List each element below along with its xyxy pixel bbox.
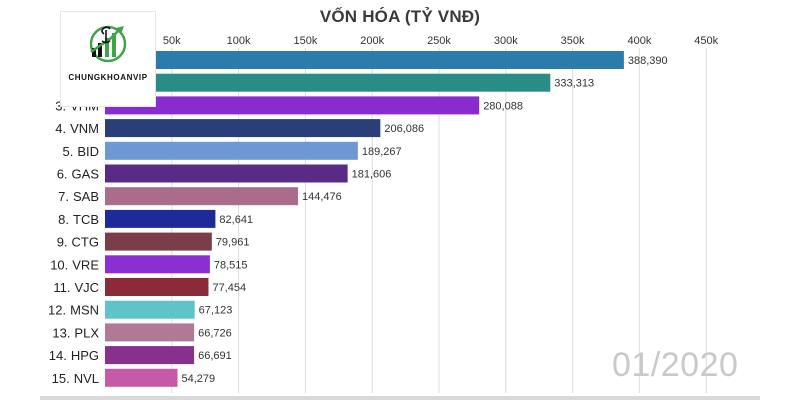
x-tick-label: 400k: [627, 35, 651, 47]
ticker-label: CTG: [72, 235, 99, 250]
value-label: 54,279: [182, 373, 216, 385]
bar-MSN: [105, 300, 195, 319]
rank-label: 9.: [57, 235, 68, 250]
x-tick-label: 100k: [227, 35, 251, 47]
bar-PLX: [105, 323, 195, 342]
category-label: 14. HPG: [49, 348, 99, 363]
rank-label: 10.: [50, 257, 68, 272]
value-label: 181,606: [352, 169, 392, 181]
ticker-label: HPG: [71, 348, 99, 363]
rank-label: 7.: [58, 189, 69, 204]
ticker-label: VNM: [70, 121, 99, 136]
rank-label: 6.: [57, 167, 68, 182]
ticker-label: VJC: [74, 280, 99, 295]
category-label: 12. MSN: [48, 303, 99, 318]
logo-text: CHUNGKHOANVIP: [68, 73, 148, 82]
bar-TCB: [105, 209, 216, 228]
bar-HPG: [105, 346, 195, 365]
rank-label: 12.: [48, 303, 66, 318]
bar-VNM: [105, 119, 381, 138]
rank-label: 8.: [58, 212, 69, 227]
ticker-label: BID: [77, 144, 99, 159]
frame-left-margin: [0, 0, 40, 400]
value-label: 67,123: [199, 305, 233, 317]
category-label: 6. GAS: [57, 167, 100, 182]
bar-GAS: [105, 164, 348, 183]
bar-VRE: [105, 255, 210, 274]
ticker-label: NVL: [74, 371, 99, 386]
period-label: 01/2020: [612, 346, 739, 384]
value-label: 280,088: [483, 100, 523, 112]
value-label: 189,267: [362, 146, 402, 158]
bar-VJC: [105, 278, 209, 296]
bar-NVL: [105, 368, 178, 387]
ticker-label: MSN: [70, 303, 99, 318]
rank-label: 5.: [62, 144, 73, 159]
bar-rank-2: [105, 73, 551, 92]
x-tick-label: 150k: [293, 35, 317, 47]
value-label: 79,961: [216, 237, 250, 249]
value-label: 206,086: [384, 123, 424, 135]
ticker-label: VRE: [72, 257, 99, 272]
category-label: 11. VJC: [53, 280, 99, 295]
x-tick-label: 200k: [360, 35, 384, 47]
category-label: 4. VNM: [55, 121, 99, 136]
category-label: 7. SAB: [58, 189, 99, 204]
value-label: 66,691: [198, 350, 232, 362]
category-label: 10. VRE: [50, 257, 99, 272]
bar-VHM: [105, 96, 480, 115]
bar-CTG: [105, 232, 212, 251]
rank-label: 14.: [49, 348, 67, 363]
ticker-label: PLX: [74, 325, 99, 340]
x-tick-labels: 50k 100k 150k 200k 250k 300k 350k 400k 450k: [163, 35, 719, 47]
category-label: 8. TCB: [58, 212, 99, 227]
bar-SAB: [105, 187, 299, 206]
value-label: 333,313: [554, 78, 594, 90]
category-label: 13. PLX: [52, 325, 99, 340]
category-label: 5. BID: [62, 144, 99, 159]
bottom-divider: [40, 396, 760, 400]
ticker-label: GAS: [72, 167, 100, 182]
chart-title: VỐN HÓA (TỶ VNĐ): [319, 7, 481, 26]
value-label: 144,476: [302, 191, 342, 203]
rank-label: 11.: [53, 280, 70, 295]
value-label: 78,515: [214, 259, 248, 271]
ticker-label: TCB: [73, 212, 99, 227]
frame-right-margin: [760, 0, 800, 400]
value-label: 388,390: [628, 55, 668, 67]
x-tick-label: 450k: [694, 35, 718, 47]
value-label: 82,641: [219, 214, 253, 226]
rank-label: 4.: [55, 121, 66, 136]
value-labels: 388,390 333,313 280,088 206,086 189,267 181,6…: [182, 55, 668, 385]
rank-label: 13.: [52, 325, 70, 340]
ticker-label: SAB: [73, 189, 99, 204]
bar-BID: [105, 141, 358, 160]
category-label: 9. CTG: [57, 235, 99, 250]
logo-graphic: [89, 25, 127, 63]
value-label: 77,454: [212, 282, 246, 294]
x-tick-label: 350k: [561, 35, 585, 47]
logo: CHUNGKHOANVIP: [60, 11, 156, 107]
x-tick-label: 250k: [427, 35, 451, 47]
bar-rank-1: [105, 51, 624, 69]
x-tick-label: 50k: [163, 35, 181, 47]
category-label: 15. NVL: [52, 371, 99, 386]
rank-label: 15.: [52, 371, 70, 386]
x-tick-label: 300k: [494, 35, 518, 47]
bars: [105, 51, 624, 387]
value-label: 66,726: [198, 327, 232, 339]
